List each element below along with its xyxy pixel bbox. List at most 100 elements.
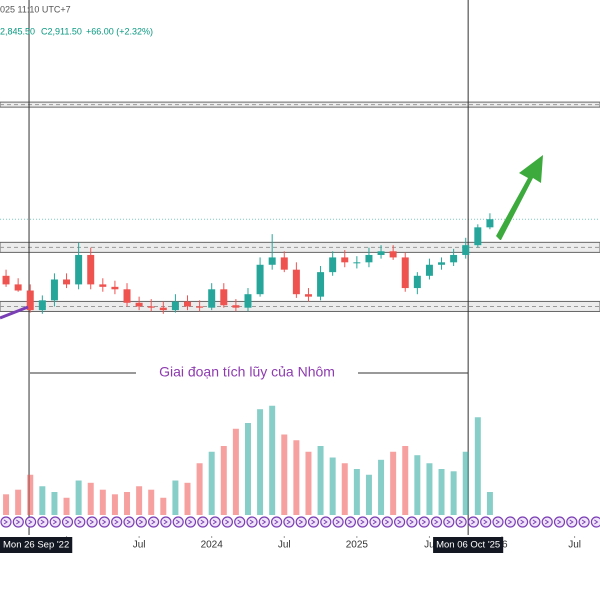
event-marker xyxy=(246,516,258,528)
event-marker xyxy=(61,516,74,528)
event-marker xyxy=(148,516,160,528)
candle-body xyxy=(208,289,216,308)
candle-body xyxy=(75,254,83,285)
candle-body xyxy=(159,307,167,311)
event-marker xyxy=(590,516,600,528)
event-icon xyxy=(421,519,427,525)
candle-body xyxy=(220,289,228,306)
event-icon xyxy=(385,519,390,525)
volume-bar xyxy=(75,480,82,515)
candle-body xyxy=(38,300,46,311)
event-icon xyxy=(139,519,144,525)
event-marker xyxy=(406,516,418,528)
candle-body xyxy=(450,254,458,263)
event-icon xyxy=(89,519,95,525)
header-time: 025 11:10 UTC+7 xyxy=(0,4,71,14)
event-icon xyxy=(508,519,513,525)
event-icon xyxy=(65,519,70,525)
annotation: Giai đoạn tích lũy của Nhôm xyxy=(159,364,335,380)
event-marker xyxy=(480,516,492,528)
candle-body xyxy=(171,301,179,311)
event-icon xyxy=(360,519,365,525)
event-marker xyxy=(0,516,12,528)
event-marker xyxy=(418,516,430,528)
event-icon xyxy=(126,519,131,525)
volume-bar xyxy=(353,469,360,515)
candle-body xyxy=(184,301,191,307)
event-marker xyxy=(307,516,320,528)
volume-bar xyxy=(426,463,433,515)
event-marker xyxy=(344,516,356,528)
event-icon xyxy=(372,519,377,525)
candle-body xyxy=(99,284,107,287)
event-marker xyxy=(578,516,590,528)
volume-bar xyxy=(365,474,372,515)
x-axis: 23Jul2024Jul2025Ju26JulMon 26 Sep '22Mon… xyxy=(0,536,581,553)
event-icon xyxy=(77,519,82,525)
candle-body xyxy=(2,275,10,285)
x-tick-label: Jul xyxy=(133,540,146,551)
candle-body xyxy=(438,262,446,265)
event-icon xyxy=(335,519,341,525)
candle-body xyxy=(462,245,470,255)
candle-body xyxy=(377,251,385,255)
event-icon xyxy=(446,519,451,525)
event-marker xyxy=(455,516,467,528)
volume-bar xyxy=(305,451,312,515)
event-marker xyxy=(258,516,270,528)
event-marker xyxy=(135,516,147,528)
event-icon xyxy=(212,519,218,525)
event-icon xyxy=(40,519,45,525)
event-marker xyxy=(541,516,553,528)
volume-bar xyxy=(208,451,215,515)
candle-body xyxy=(280,257,288,270)
candle-body xyxy=(268,257,276,265)
event-marker xyxy=(295,516,307,528)
event-icon xyxy=(163,519,168,525)
volume-bar xyxy=(136,486,143,515)
candle-body xyxy=(232,305,240,308)
event-icon xyxy=(311,519,316,525)
volume-bar xyxy=(148,489,155,515)
crosshair-label-box xyxy=(433,537,504,553)
volume-bar xyxy=(232,428,239,515)
candle-body xyxy=(474,227,482,246)
candle-body xyxy=(353,262,361,264)
volume-bar xyxy=(39,486,46,515)
up-arrow xyxy=(496,155,543,240)
event-marker xyxy=(467,516,479,528)
event-icon xyxy=(298,519,304,525)
event-icon xyxy=(16,519,21,525)
event-marker xyxy=(553,516,566,528)
candle-body xyxy=(87,254,95,285)
candle-body xyxy=(401,257,409,289)
candle-body xyxy=(292,269,300,295)
event-marker xyxy=(357,516,369,528)
x-tick-label: 2025 xyxy=(346,540,369,551)
volume-bar xyxy=(390,451,397,515)
event-marker xyxy=(37,516,49,528)
volume-bar xyxy=(402,446,409,515)
volume-bar xyxy=(220,446,227,515)
volume-bar xyxy=(269,405,276,515)
candle-body xyxy=(63,279,71,285)
volume-bar xyxy=(378,459,385,515)
x-tick-label: Jul xyxy=(278,540,291,551)
candle-body xyxy=(341,257,349,263)
event-icon xyxy=(274,519,279,525)
event-icon xyxy=(262,519,267,525)
zone xyxy=(0,241,600,253)
candle-body xyxy=(486,219,494,228)
volume-bar xyxy=(317,446,324,515)
crosshairs xyxy=(28,0,469,535)
x-tick-label: Ju xyxy=(424,540,435,551)
purple-arrow xyxy=(0,305,29,320)
event-icon xyxy=(323,519,328,525)
candle-body xyxy=(26,290,34,311)
event-marker xyxy=(111,516,123,528)
event-marker xyxy=(25,516,37,528)
volume-bar xyxy=(474,417,481,515)
event-marker xyxy=(332,516,344,528)
event-marker xyxy=(369,516,381,528)
